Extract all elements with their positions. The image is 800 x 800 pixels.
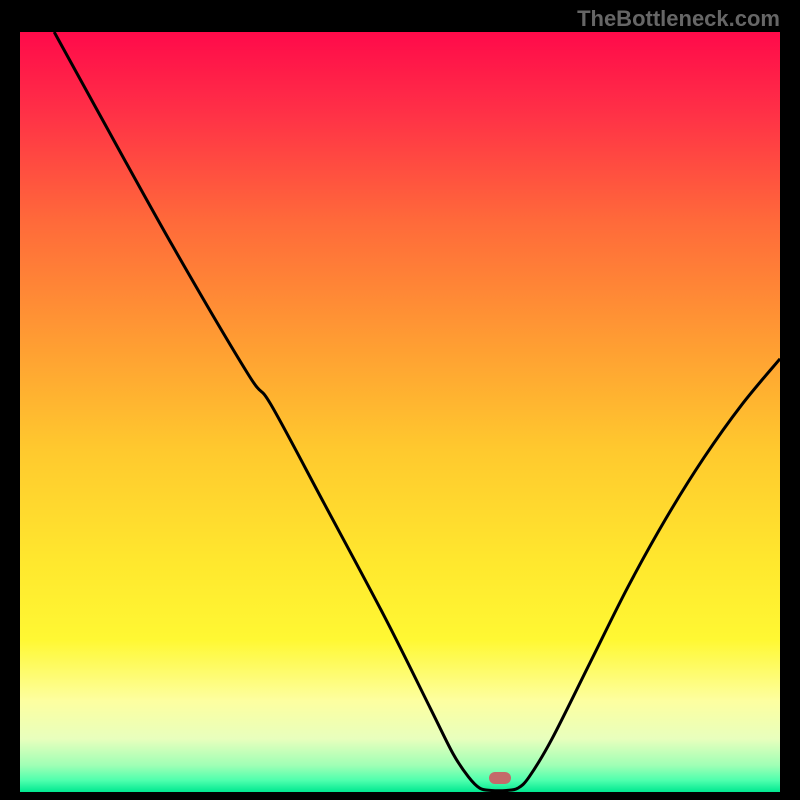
watermark: TheBottleneck.com (577, 6, 780, 32)
bottleneck-curve (20, 32, 780, 792)
optimal-marker (489, 772, 511, 784)
plot-area (20, 32, 780, 782)
